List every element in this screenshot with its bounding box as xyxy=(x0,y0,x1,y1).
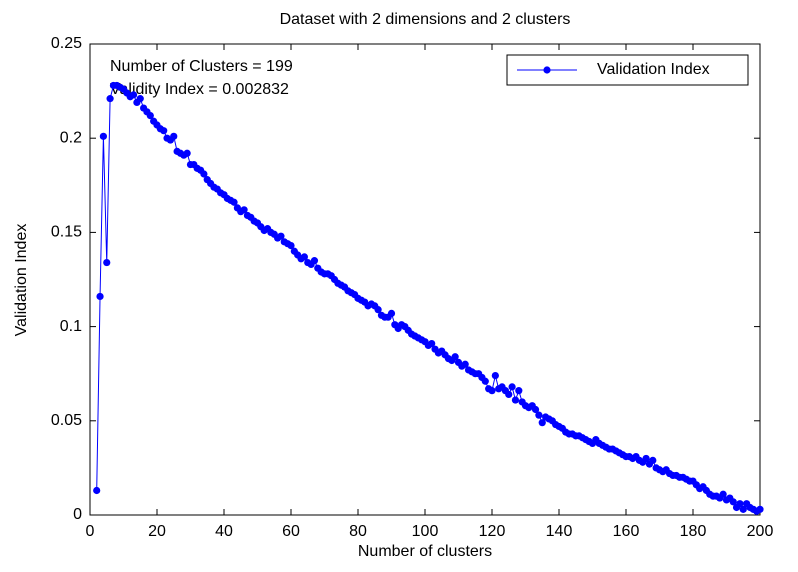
x-tick-label: 120 xyxy=(479,523,506,540)
data-point xyxy=(511,396,520,404)
data-point xyxy=(136,95,144,103)
data-point xyxy=(719,490,727,498)
data-point xyxy=(387,309,396,318)
data-point xyxy=(103,258,111,267)
legend-label: Validation Index xyxy=(597,61,710,78)
y-tick-label: 0.2 xyxy=(60,129,82,146)
x-tick-label: 60 xyxy=(282,523,300,540)
x-tick-label: 140 xyxy=(546,523,573,540)
data-point xyxy=(642,454,650,463)
data-point xyxy=(756,505,764,513)
y-tick-label: 0 xyxy=(73,506,82,523)
data-point xyxy=(531,405,540,414)
data-point xyxy=(451,353,459,361)
data-point xyxy=(481,377,489,385)
data-point xyxy=(310,257,319,265)
data-point xyxy=(129,91,138,99)
y-tick-label: 0.15 xyxy=(51,224,82,241)
x-tick-label: 100 xyxy=(412,523,439,540)
data-point xyxy=(649,456,657,464)
x-tick-label: 200 xyxy=(747,523,774,540)
data-point xyxy=(300,253,308,261)
data-point xyxy=(277,232,285,240)
data-point xyxy=(230,198,238,206)
chart-title: Dataset with 2 dimensions and 2 clusters xyxy=(280,11,571,28)
data-point xyxy=(505,390,513,399)
data-point xyxy=(200,170,208,178)
data-point xyxy=(729,498,737,506)
y-axis-label: Validation Index xyxy=(13,224,30,337)
y-tick-label: 0.05 xyxy=(51,412,82,429)
data-point xyxy=(287,241,295,250)
legend-marker xyxy=(543,66,551,74)
x-tick-label: 160 xyxy=(613,523,640,540)
data-point xyxy=(461,360,469,368)
data-point xyxy=(488,387,496,395)
x-tick-label: 40 xyxy=(215,523,233,540)
data-point xyxy=(515,387,523,395)
data-point xyxy=(491,371,499,380)
x-tick-label: 80 xyxy=(349,523,367,540)
x-tick-label: 0 xyxy=(86,523,95,540)
annotation: Validity Index = 0.002832 xyxy=(110,81,289,98)
data-point xyxy=(93,486,101,495)
x-tick-label: 180 xyxy=(680,523,707,540)
data-point xyxy=(428,339,436,348)
data-point xyxy=(739,505,747,513)
data-point xyxy=(99,132,107,140)
data-point xyxy=(736,500,744,508)
x-axis-label: Number of clusters xyxy=(358,543,492,560)
data-point xyxy=(508,383,516,391)
data-point xyxy=(160,127,168,135)
data-point xyxy=(146,111,154,120)
data-point xyxy=(183,149,191,157)
data-point xyxy=(538,419,546,427)
data-point xyxy=(170,132,178,140)
data-point xyxy=(240,206,248,214)
data-point xyxy=(106,95,114,103)
x-tick-label: 20 xyxy=(148,523,166,540)
y-tick-label: 0.1 xyxy=(60,318,82,335)
y-tick-label: 0.25 xyxy=(51,35,82,52)
annotation: Number of Clusters = 199 xyxy=(110,58,293,75)
data-point xyxy=(374,306,382,314)
data-point xyxy=(535,411,543,419)
data-point xyxy=(96,292,104,301)
